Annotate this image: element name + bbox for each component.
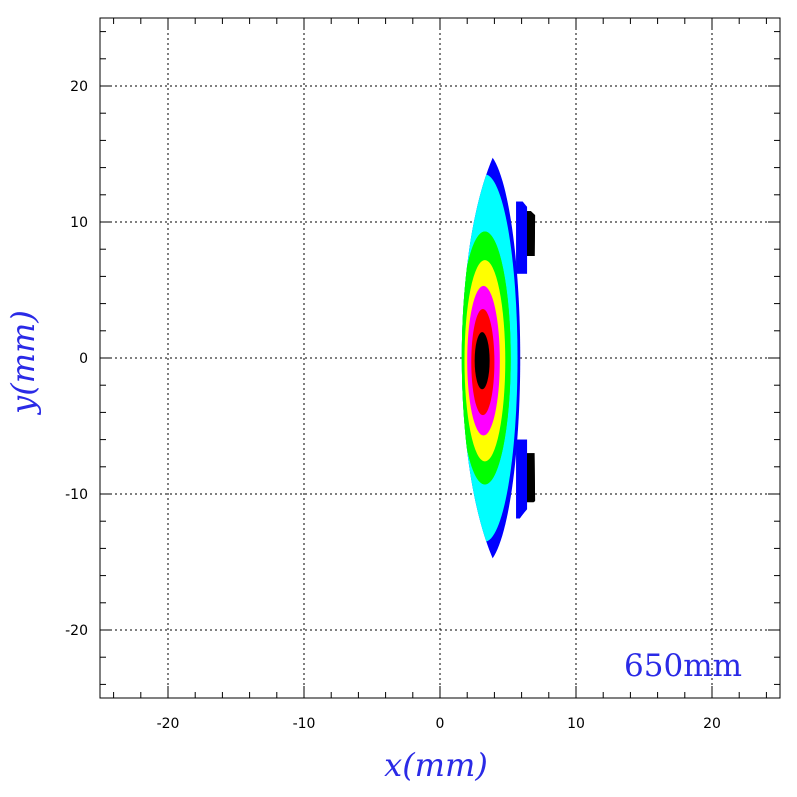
y-tick-label: -10 (65, 487, 88, 503)
x-tick-label: 20 (703, 716, 721, 732)
y-tick-labels: -20 -10 0 10 20 (65, 79, 88, 639)
contour-level (474, 332, 490, 390)
x-tick-labels: -20 -10 0 10 20 (157, 716, 721, 732)
contour-corner-patch (516, 201, 528, 274)
y-axis-title: y(mm) (4, 310, 42, 416)
y-tick-label: 20 (70, 79, 88, 95)
y-tick-label: -20 (65, 623, 88, 639)
y-tick-label: 10 (70, 215, 88, 231)
beam-profile (461, 151, 536, 565)
axis-ticks (100, 18, 780, 698)
x-tick-label: -20 (157, 716, 180, 732)
grid (100, 18, 780, 698)
contour-corner-patch (516, 439, 528, 519)
contour-corner-patch (527, 211, 536, 256)
contour-corner-patch (527, 453, 536, 503)
y-tick-label: 0 (79, 351, 88, 367)
x-tick-label: 10 (567, 716, 585, 732)
x-axis-title: x(mm) (384, 746, 488, 784)
x-tick-label: 0 (436, 716, 445, 732)
x-tick-label: -10 (293, 716, 316, 732)
distance-annotation: 650mm (624, 648, 742, 684)
